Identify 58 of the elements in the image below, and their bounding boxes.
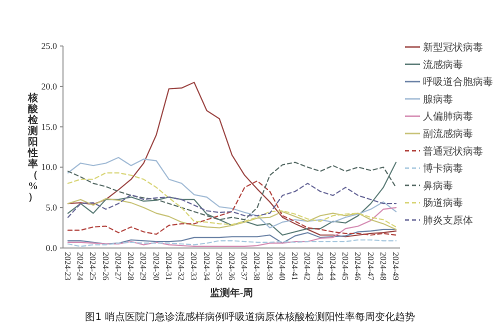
- legend-label: 肺炎支原体: [423, 214, 473, 226]
- legend-label: 鼻病毒: [423, 180, 453, 192]
- x-tick-label: 2024-45: [340, 252, 351, 280]
- x-tick-label: 2024-26: [100, 252, 111, 280]
- line-series: [67, 239, 397, 247]
- x-tick-label: 2024-37: [240, 252, 250, 280]
- x-tick-label: 2024-25: [88, 252, 98, 280]
- legend-label: 新型冠状病毒: [423, 42, 483, 54]
- x-tick-label: 2024-38: [252, 252, 262, 280]
- line-series: [67, 182, 397, 218]
- line-series: [67, 162, 397, 236]
- x-tick-label: 2024-47: [366, 252, 376, 280]
- x-tick-label: 2024-29: [138, 252, 149, 280]
- legend-label: 肠道病毒: [423, 197, 463, 210]
- x-tick-label: 2024-27: [113, 252, 124, 280]
- legend-label: 副流感病毒: [423, 128, 473, 140]
- legend-label: 腺病毒: [423, 93, 453, 106]
- x-tick-label: 2024-32: [176, 252, 187, 280]
- legend-label: 博卡病毒: [423, 162, 463, 175]
- x-tick-label: 2024-31: [164, 252, 174, 280]
- line-series: [67, 82, 397, 238]
- x-tick-label: 2024-40: [277, 252, 288, 280]
- line-series: [67, 228, 397, 245]
- line-series: [67, 172, 397, 228]
- x-tick-label: 2024-33: [189, 252, 200, 280]
- line-series: [67, 207, 397, 247]
- legend-label: 普通冠状病毒: [423, 145, 483, 158]
- y-tick-label: 10.0: [41, 162, 58, 172]
- line-series: [67, 156, 397, 228]
- line-series: [67, 198, 397, 230]
- x-tick-label: 2024-30: [151, 252, 162, 280]
- x-axis-title: 监测年-周: [210, 287, 254, 299]
- y-axis-title: 核酸检测阳性率（%）: [28, 93, 38, 203]
- line-series: [67, 180, 397, 236]
- x-tick-label: 2024-23: [63, 252, 73, 280]
- legend-label: 呼吸道合胞病毒: [423, 76, 493, 88]
- x-tick-label: 2024-46: [353, 252, 364, 280]
- legend-label: 流感病毒: [423, 58, 463, 71]
- legend-label: 人偏肺病毒: [423, 110, 473, 123]
- y-tick-label: 0.0: [46, 243, 58, 253]
- x-tick-label: 2024-43: [315, 252, 326, 280]
- x-tick-label: 2024-39: [264, 252, 275, 280]
- x-tick-label: 2024-28: [126, 252, 136, 280]
- y-tick-label: 5.0: [46, 202, 58, 213]
- x-tick-label: 2024-41: [290, 252, 300, 280]
- x-tick-label: 2024-34: [202, 252, 212, 282]
- x-tick-label: 2024-35: [214, 252, 224, 280]
- x-tick-label: 2024-48: [378, 252, 388, 280]
- x-tick-label: 2024-24: [76, 252, 86, 282]
- line-series: [67, 162, 397, 220]
- y-tick-label: 15.0: [41, 122, 58, 132]
- y-tick-label: 20.0: [41, 81, 58, 92]
- x-tick-label: 2024-44: [328, 252, 338, 282]
- x-tick-label: 2024-49: [391, 252, 401, 280]
- x-tick-label: 2024-36: [227, 252, 237, 280]
- y-tick-label: 25.0: [41, 41, 58, 51]
- x-tick-label: 2024-42: [302, 252, 313, 280]
- caption: 图1 哨点医院门急诊流感样病例呼吸道病原体核酸检测阳性率每周变化趋势: [85, 311, 415, 323]
